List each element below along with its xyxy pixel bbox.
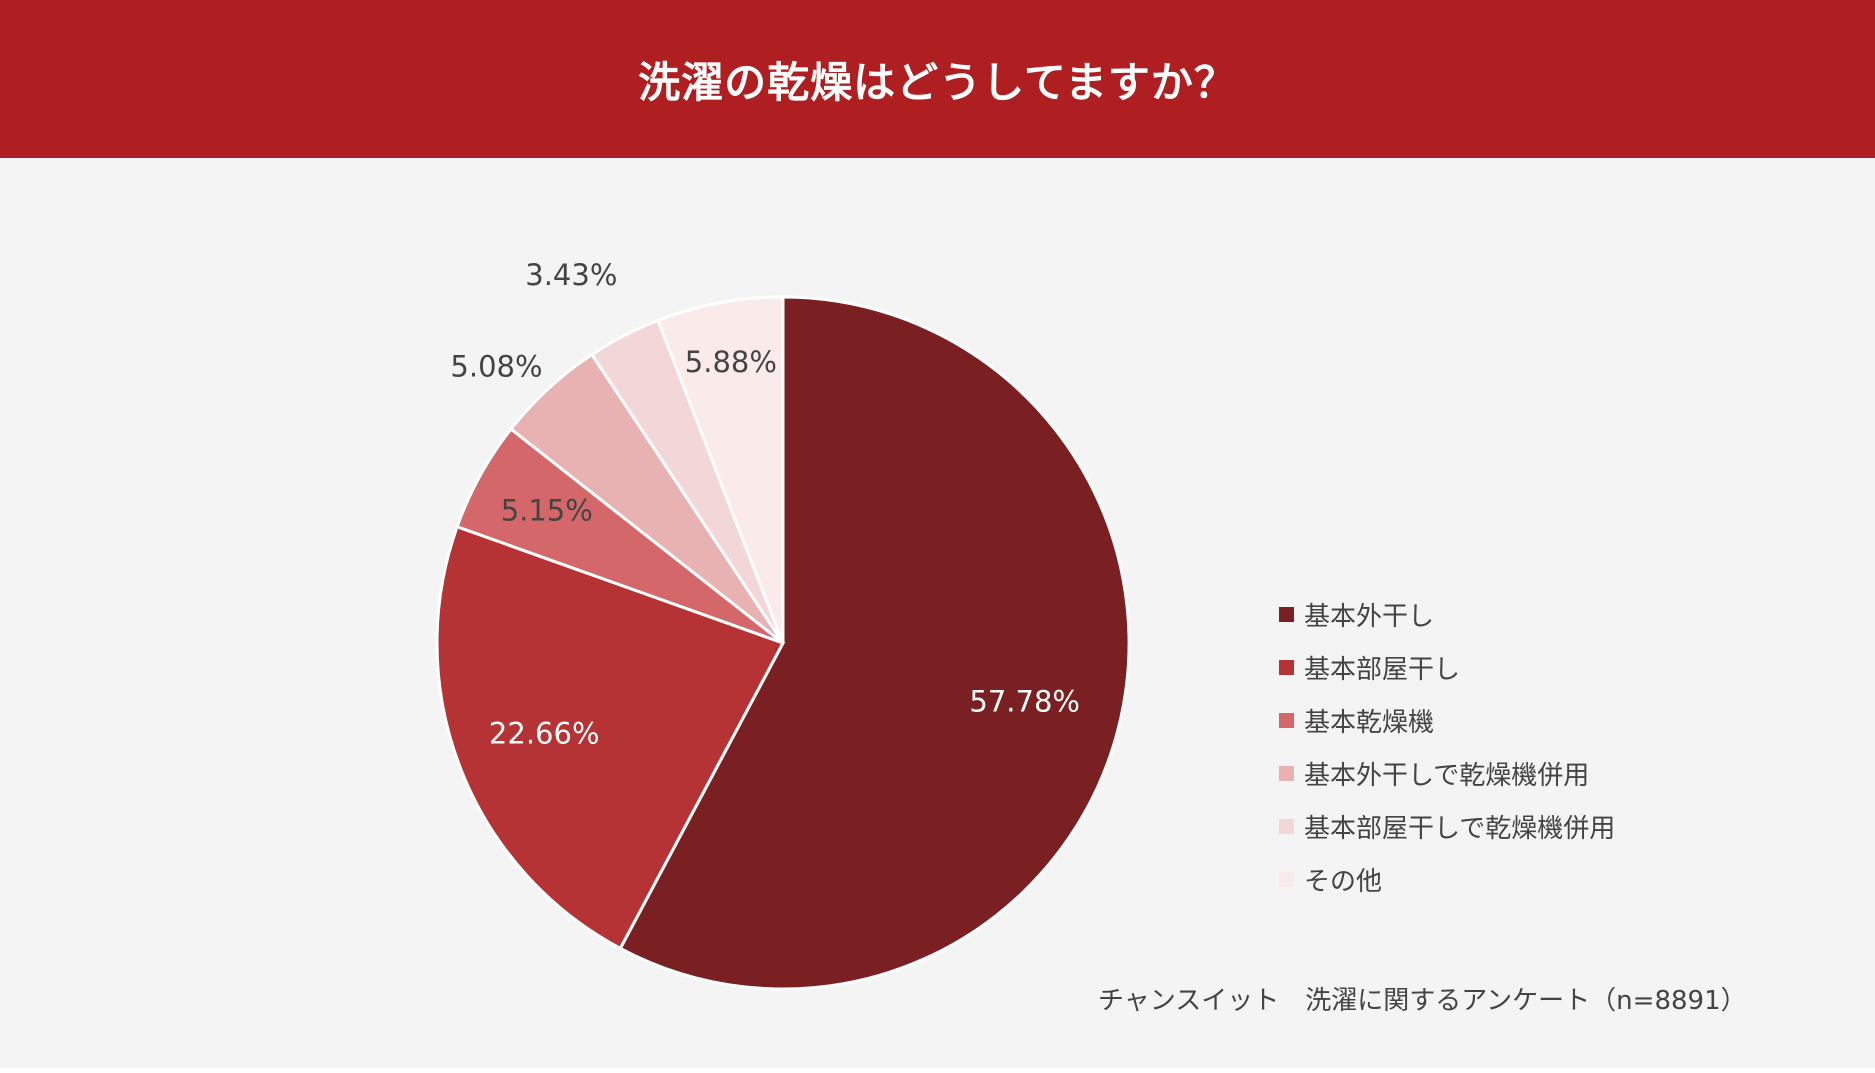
- header-bar: 洗濯の乾燥はどうしてますか？: [0, 0, 1875, 158]
- legend-item-indoor-dryer: 基本部屋干しで乾燥機併用: [1279, 800, 1615, 853]
- legend-swatch: [1279, 607, 1294, 622]
- legend-item-other: その他: [1279, 853, 1615, 906]
- legend-item-outdoor-dryer: 基本外干しで乾燥機併用: [1279, 747, 1615, 800]
- data-label-outdoor: 57.78%: [969, 684, 1080, 718]
- legend-swatch: [1279, 872, 1294, 887]
- legend-label: 基本外干しで乾燥機併用: [1304, 761, 1590, 791]
- pie-slice-other: [656, 295, 785, 644]
- legend-item-dryer: 基本乾燥機: [1279, 694, 1615, 747]
- legend-swatch: [1279, 819, 1294, 834]
- legend: 基本外干し基本部屋干し 基本乾燥機基本外干しで乾燥機併用 基本部屋干しで乾燥機併用そ…: [1279, 588, 1615, 906]
- legend-swatch: [1279, 660, 1294, 675]
- legend-swatch: [1279, 766, 1294, 781]
- pie-slice-indoor: [435, 524, 786, 951]
- legend-swatch: [1279, 713, 1294, 728]
- legend-label: 基本部屋干し: [1304, 655, 1461, 685]
- pie-slice-outdoor: [618, 295, 1131, 991]
- data-label-other: 5.88%: [685, 345, 777, 379]
- legend-label: その他: [1304, 867, 1383, 897]
- legend-label: 基本部屋干しで乾燥機併用: [1304, 814, 1616, 844]
- legend-item-indoor: 基本部屋干し: [1279, 641, 1615, 694]
- data-label-dryer: 5.15%: [501, 494, 593, 528]
- source-note: チャンスイット 洗濯に関するアンケート（n=8891）: [1098, 986, 1747, 1016]
- legend-label: 基本外干し: [1304, 602, 1435, 632]
- legend-label: 基本乾燥機: [1304, 708, 1435, 738]
- data-label-indoor-dryer: 3.43%: [525, 258, 617, 292]
- data-label-indoor: 22.66%: [489, 716, 600, 750]
- chart-title: 洗濯の乾燥はどうしてますか？: [638, 57, 1237, 107]
- legend-item-outdoor: 基本外干し: [1279, 588, 1615, 641]
- data-label-outdoor-dryer: 5.08%: [450, 350, 542, 384]
